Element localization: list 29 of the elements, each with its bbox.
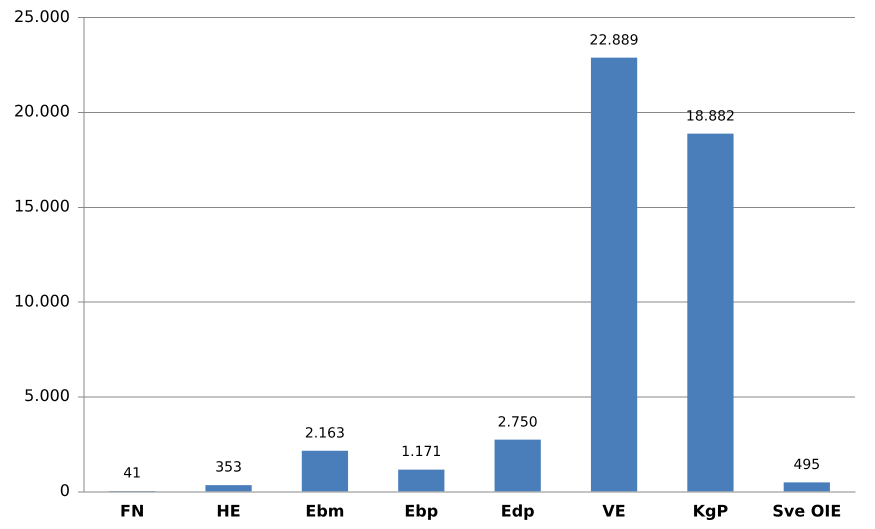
bar <box>590 58 638 492</box>
data-label: 2.750 <box>498 414 538 430</box>
y-tick-label: 0 <box>60 480 70 500</box>
data-label: 495 <box>793 457 820 474</box>
y-tick-label: 5.000 <box>24 386 70 406</box>
data-label: 22.889 <box>590 32 639 48</box>
data-label: 18.882 <box>686 108 735 124</box>
y-tick-label: 15.000 <box>14 196 70 216</box>
x-tick-label: VE <box>602 502 626 521</box>
x-tick-label: Ebp <box>404 502 438 521</box>
data-label: 2.163 <box>304 425 345 442</box>
y-tick-label: 10.000 <box>14 291 70 310</box>
x-tick-label: FN <box>120 502 144 521</box>
x-tick-label: Sve OIE <box>772 502 842 521</box>
bar <box>687 134 734 492</box>
bar <box>398 470 444 492</box>
y-tick-label: 25.000 <box>14 6 70 26</box>
data-label: 41 <box>123 466 142 482</box>
data-label: 1.171 <box>401 444 442 460</box>
bar <box>494 440 541 492</box>
x-tick-label: HE <box>216 502 241 521</box>
x-tick-label: KgP <box>692 502 728 521</box>
bar <box>205 485 252 492</box>
data-label: 353 <box>215 460 242 476</box>
x-tick-label: Ebm <box>305 502 344 521</box>
x-tick-label: Edp <box>500 502 535 521</box>
y-tick-label: 20.000 <box>14 102 70 121</box>
bar <box>784 482 830 492</box>
bar <box>302 450 348 492</box>
